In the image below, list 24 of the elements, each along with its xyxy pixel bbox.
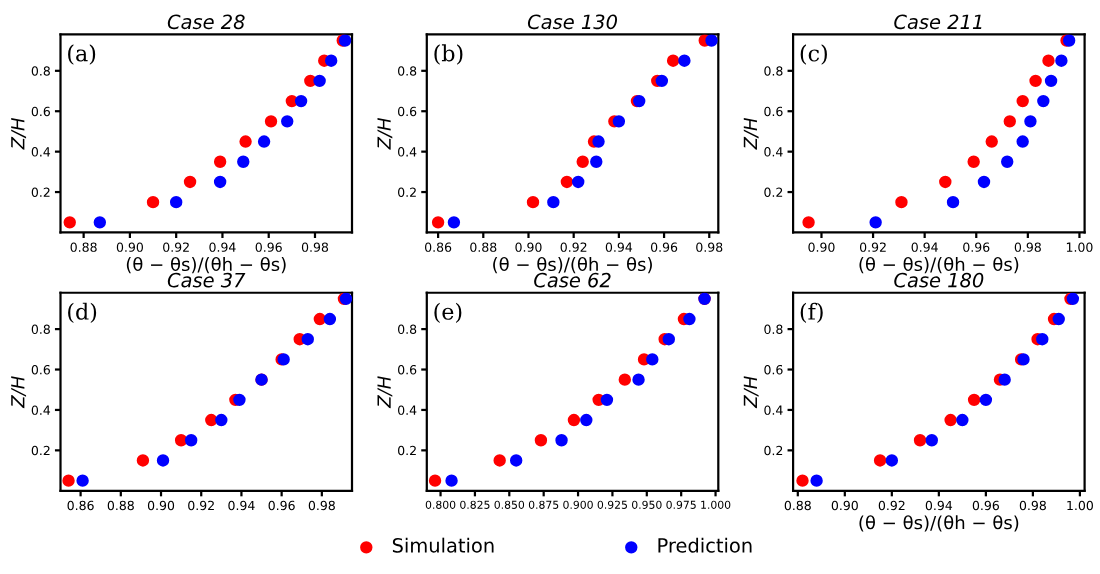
annotation: (c) (800, 44, 827, 65)
y-axis-title: Z/H (377, 376, 393, 409)
y-axis-title: Z/H (11, 117, 27, 150)
y-axis-title: Z/H (11, 376, 27, 409)
annotation: (f) (800, 302, 823, 323)
annotation: (a) (68, 44, 96, 65)
y-axis-title: Z/H (377, 117, 393, 150)
legend-label: Prediction (658, 537, 752, 553)
chart-title: Case 62 (534, 272, 611, 288)
chart-title: Case 211 (894, 14, 982, 30)
chart-title: Case 180 (894, 272, 984, 288)
y-axis-title: Z/H (743, 117, 759, 150)
chart-title: Case 130 (527, 14, 618, 30)
y-axis-title: Z/H (743, 376, 759, 409)
x-axis-title: (θ − θs)/(θh − θs) (493, 256, 652, 274)
chart-title: Case 28 (167, 14, 245, 30)
annotation: (e) (434, 302, 462, 323)
x-axis-title: (θ − θs)/(θh − θs) (859, 256, 1019, 274)
annotation: (b) (434, 44, 463, 65)
x-axis-title: (θ − θs)/(θh − θs) (126, 256, 286, 274)
x-axis-title: (θ − θs)/(θh − θs) (859, 515, 1019, 532)
legend-label: Simulation (392, 537, 494, 553)
annotation: (d) (68, 302, 97, 323)
chart-title: Case 37 (167, 272, 246, 288)
